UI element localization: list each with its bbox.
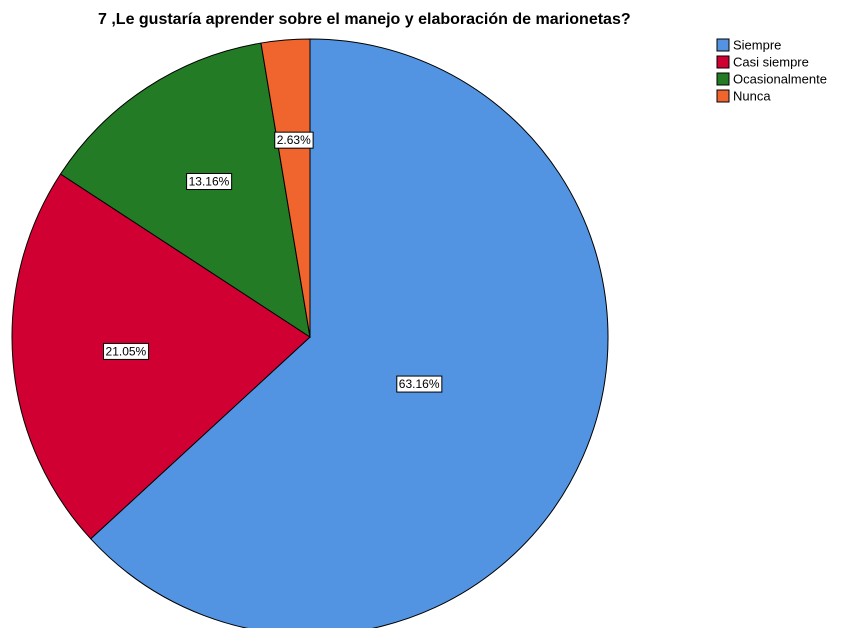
legend-label: Casi siempre: [733, 54, 809, 69]
legend-swatch: [716, 89, 730, 103]
data-label-text: 13.16%: [189, 174, 230, 188]
legend-swatch: [716, 72, 730, 86]
data-label-box: [103, 342, 150, 360]
data-label-text: 63.16%: [399, 377, 440, 391]
pie-slice: [59, 42, 311, 339]
data-label: 2.63%: [274, 131, 314, 149]
legend-label: Siempre: [733, 37, 781, 52]
data-label-text: 21.05%: [106, 344, 147, 358]
data-label-box: [186, 172, 233, 190]
pie-slice: [90, 38, 609, 628]
legend-swatch: [716, 38, 730, 52]
chart-title: 7 ,Le gustaría aprender sobre el manejo …: [98, 11, 631, 28]
data-label-box: [274, 131, 314, 149]
data-label: 63.16%: [396, 375, 443, 393]
legend-label: Ocasionalmente: [733, 71, 827, 86]
data-label-text: 2.63%: [277, 133, 311, 147]
pie-slice: [11, 173, 311, 540]
legend-swatch: [716, 55, 730, 69]
legend-label: Nunca: [733, 88, 771, 103]
data-label: 21.05%: [103, 342, 150, 360]
data-label-box: [396, 375, 443, 393]
pie-slice: [260, 38, 311, 338]
data-label: 13.16%: [186, 172, 233, 190]
